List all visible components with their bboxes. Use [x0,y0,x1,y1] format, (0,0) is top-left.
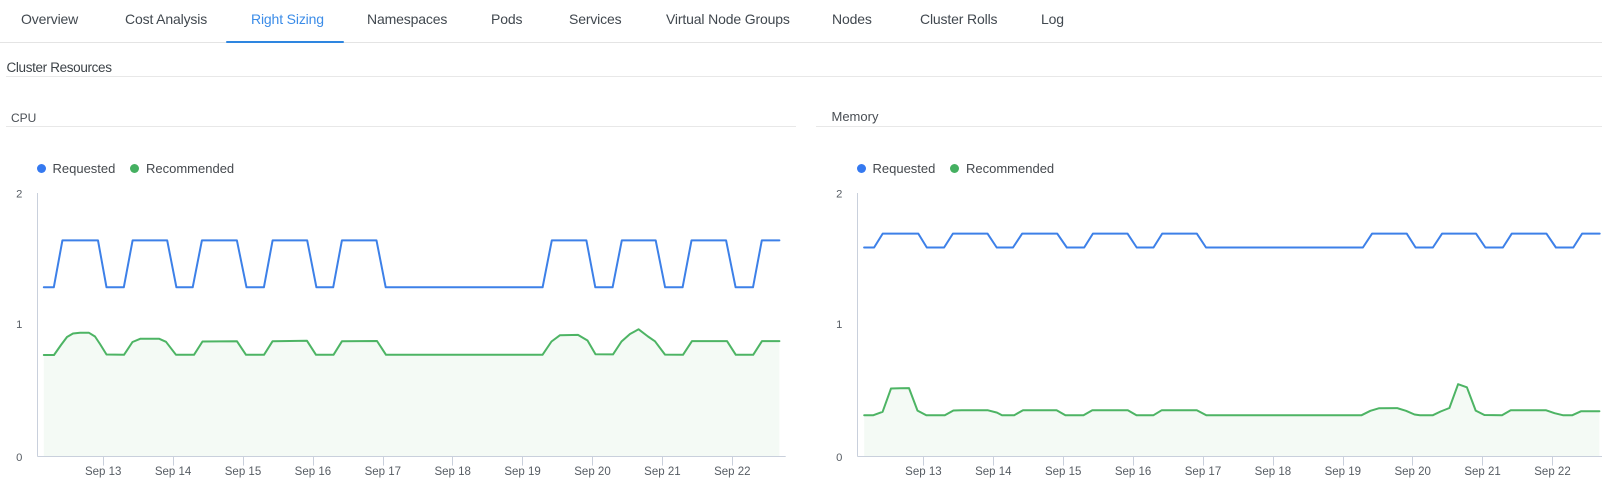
svg-text:1: 1 [16,319,22,331]
svg-text:2: 2 [836,189,842,201]
svg-text:Sep 14: Sep 14 [155,466,192,478]
svg-text:2: 2 [16,189,22,201]
svg-text:0: 0 [16,452,22,464]
svg-text:Sep 13: Sep 13 [85,466,121,478]
svg-text:Sep 19: Sep 19 [504,466,540,478]
svg-text:Sep 13: Sep 13 [905,466,941,478]
svg-text:Sep 16: Sep 16 [295,466,331,478]
svg-text:Sep 18: Sep 18 [1255,466,1291,478]
svg-text:1: 1 [836,319,842,331]
svg-text:Sep 21: Sep 21 [644,466,680,478]
svg-text:Sep 16: Sep 16 [1115,466,1151,478]
svg-text:Sep 20: Sep 20 [574,466,610,478]
svg-text:Sep 22: Sep 22 [714,466,750,478]
svg-text:Sep 19: Sep 19 [1325,466,1361,478]
svg-text:Sep 17: Sep 17 [365,466,401,478]
svg-text:Sep 21: Sep 21 [1464,466,1500,478]
svg-text:Sep 17: Sep 17 [1185,466,1221,478]
svg-text:0: 0 [836,452,842,464]
svg-text:Sep 14: Sep 14 [975,466,1012,478]
svg-text:Sep 20: Sep 20 [1394,466,1430,478]
svg-text:Sep 15: Sep 15 [225,466,261,478]
svg-text:Sep 18: Sep 18 [434,466,470,478]
svg-text:Sep 22: Sep 22 [1534,466,1570,478]
svg-text:Sep 15: Sep 15 [1045,466,1081,478]
